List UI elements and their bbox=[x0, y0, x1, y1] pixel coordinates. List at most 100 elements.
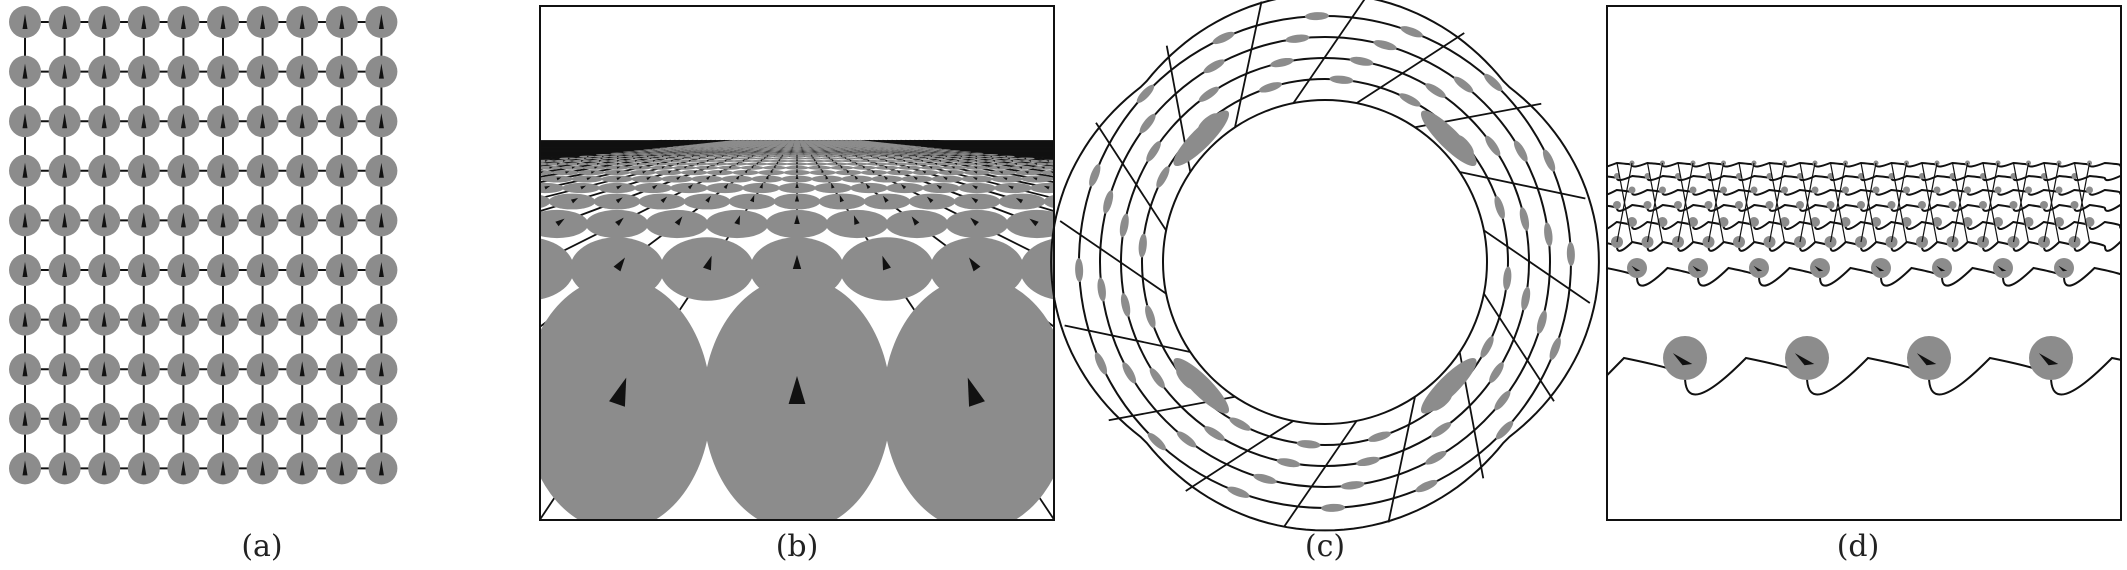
node-arrow bbox=[101, 212, 107, 228]
node-arrow bbox=[871, 169, 875, 174]
node-disc bbox=[2025, 186, 2032, 194]
node-arrow bbox=[795, 164, 799, 168]
node-arrow bbox=[576, 163, 581, 165]
node-disc bbox=[1253, 473, 1277, 484]
node-arrow bbox=[929, 155, 933, 158]
node-disc bbox=[826, 151, 840, 153]
panel-b-content bbox=[406, 139, 1054, 520]
node-disc bbox=[501, 170, 528, 175]
node-arrow bbox=[220, 262, 226, 277]
node-disc bbox=[454, 183, 492, 193]
node-disc bbox=[540, 194, 551, 209]
node-arrow bbox=[141, 311, 147, 327]
node-arrow bbox=[936, 184, 942, 190]
node-arrow bbox=[436, 199, 443, 203]
distortion-ring bbox=[1141, 78, 1509, 446]
node-arrow bbox=[1794, 353, 1815, 366]
node-arrow bbox=[818, 164, 821, 169]
node-arrow bbox=[760, 158, 763, 162]
node-disc bbox=[1766, 173, 1773, 179]
node-disc bbox=[609, 154, 625, 156]
node-disc bbox=[681, 148, 693, 150]
node-disc bbox=[1544, 222, 1553, 247]
node-disc bbox=[802, 149, 814, 151]
node-arrow bbox=[497, 178, 502, 181]
node-disc bbox=[814, 151, 828, 153]
node-disc bbox=[540, 159, 555, 163]
node-disc bbox=[1276, 458, 1301, 468]
node-disc bbox=[2071, 173, 2078, 179]
node-disc bbox=[490, 183, 528, 193]
node-disc bbox=[466, 210, 529, 238]
node-arrow bbox=[481, 199, 488, 204]
node-arrow bbox=[855, 155, 858, 158]
node-arrow bbox=[260, 113, 266, 129]
node-arrow bbox=[580, 160, 584, 162]
node-arrow bbox=[586, 177, 592, 181]
node-disc bbox=[2023, 217, 2034, 227]
node-arrow bbox=[911, 216, 920, 226]
node-disc bbox=[691, 148, 703, 150]
panel-c bbox=[1050, 0, 1600, 532]
node-arrow bbox=[970, 217, 979, 227]
node-disc bbox=[1749, 258, 1769, 278]
node-disc bbox=[903, 150, 916, 152]
node-arrow bbox=[676, 162, 680, 165]
node-disc bbox=[623, 152, 637, 154]
node-arrow bbox=[646, 176, 652, 181]
node-disc bbox=[1949, 173, 1956, 179]
node-disc bbox=[459, 194, 506, 210]
node-disc bbox=[1688, 217, 1698, 227]
node-disc bbox=[1513, 140, 1528, 162]
node-disc bbox=[629, 169, 657, 176]
node-arrow bbox=[974, 163, 978, 165]
node-arrow bbox=[825, 154, 828, 157]
node-disc bbox=[406, 210, 469, 238]
node-arrow bbox=[1010, 160, 1014, 162]
node-arrow bbox=[62, 162, 68, 178]
node-disc bbox=[712, 150, 725, 152]
node-arrow bbox=[646, 155, 650, 158]
node-disc bbox=[653, 149, 665, 151]
node-arrow bbox=[2058, 265, 2068, 272]
node-arrow bbox=[600, 157, 604, 160]
node-arrow bbox=[62, 14, 68, 29]
node-disc bbox=[727, 149, 739, 151]
node-arrow bbox=[141, 410, 147, 426]
node-arrow bbox=[517, 163, 520, 165]
node-disc bbox=[540, 162, 548, 166]
node-arrow bbox=[613, 257, 626, 272]
node-disc bbox=[801, 148, 813, 150]
node-arrow bbox=[676, 176, 681, 181]
node-disc bbox=[821, 157, 839, 160]
node-disc bbox=[1495, 420, 1514, 440]
node-arrow bbox=[649, 157, 653, 160]
node-disc bbox=[1020, 238, 1054, 300]
node-disc bbox=[759, 149, 771, 151]
node-arrow bbox=[1033, 163, 1038, 165]
node-disc bbox=[835, 169, 862, 176]
node-disc bbox=[540, 177, 543, 181]
node-arrow bbox=[220, 162, 226, 178]
node-disc bbox=[844, 149, 856, 151]
node-disc bbox=[1964, 186, 1971, 194]
node-arrow bbox=[496, 219, 505, 226]
node-disc bbox=[790, 151, 804, 153]
node-arrow bbox=[815, 161, 818, 165]
node-arrow bbox=[180, 262, 186, 277]
node-arrow bbox=[430, 381, 453, 409]
node-arrow bbox=[854, 175, 859, 180]
distortion-spoke bbox=[1059, 220, 1167, 295]
node-disc bbox=[1043, 194, 1054, 209]
node-arrow bbox=[958, 157, 961, 160]
node-disc bbox=[424, 170, 451, 175]
node-disc bbox=[1373, 40, 1397, 51]
node-disc bbox=[803, 152, 817, 154]
node-arrow bbox=[141, 14, 147, 29]
node-disc bbox=[907, 149, 919, 151]
node-disc bbox=[764, 152, 778, 154]
node-arrow bbox=[796, 154, 798, 157]
node-arrow bbox=[378, 14, 384, 29]
node-arrow bbox=[437, 186, 443, 189]
node-arrow bbox=[1936, 265, 1946, 272]
